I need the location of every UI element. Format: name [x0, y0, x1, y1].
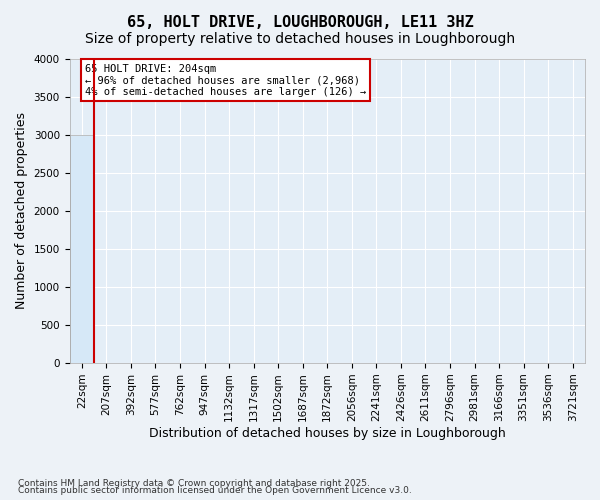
Text: 65 HOLT DRIVE: 204sqm
← 96% of detached houses are smaller (2,968)
4% of semi-de: 65 HOLT DRIVE: 204sqm ← 96% of detached … [85, 64, 366, 97]
Text: Contains public sector information licensed under the Open Government Licence v3: Contains public sector information licen… [18, 486, 412, 495]
Text: Contains HM Land Registry data © Crown copyright and database right 2025.: Contains HM Land Registry data © Crown c… [18, 478, 370, 488]
Y-axis label: Number of detached properties: Number of detached properties [15, 112, 28, 310]
Text: Size of property relative to detached houses in Loughborough: Size of property relative to detached ho… [85, 32, 515, 46]
X-axis label: Distribution of detached houses by size in Loughborough: Distribution of detached houses by size … [149, 427, 506, 440]
Bar [70, 135, 94, 363]
Text: 65, HOLT DRIVE, LOUGHBOROUGH, LE11 3HZ: 65, HOLT DRIVE, LOUGHBOROUGH, LE11 3HZ [127, 15, 473, 30]
